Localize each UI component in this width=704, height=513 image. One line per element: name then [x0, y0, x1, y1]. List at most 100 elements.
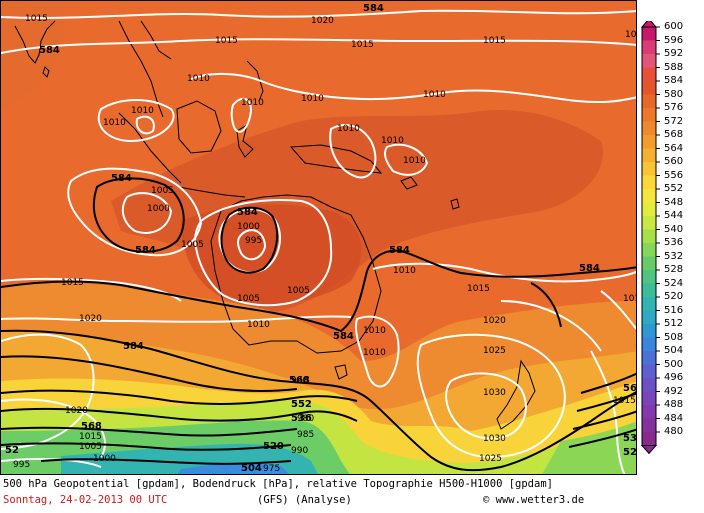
geopotential-label: 584 [111, 173, 132, 184]
legend-label: 560 [664, 156, 684, 167]
legend-label: 492 [664, 385, 684, 397]
legend-label: 484 [664, 412, 684, 424]
legend-label: 508 [664, 331, 684, 343]
legend-swatch [642, 189, 656, 203]
band-508 [177, 463, 289, 474]
legend-label: 488 [664, 399, 684, 410]
pressure-label: 1030 [483, 388, 506, 398]
band-536-east [542, 421, 636, 474]
legend-label: 592 [664, 48, 684, 59]
legend-label: 552 [664, 183, 684, 194]
legend-label: 512 [664, 318, 684, 329]
pressure-label: 990 [291, 376, 308, 386]
legend-swatch [642, 108, 656, 122]
legend-swatch [642, 175, 656, 189]
legend-swatch [642, 337, 656, 351]
pressure-label: 1015 [351, 40, 374, 50]
legend-swatch [642, 270, 656, 284]
legend-swatch [642, 378, 656, 392]
legend-label: 588 [664, 61, 684, 73]
pressure-label: 1005 [287, 286, 310, 296]
legend-swatch [642, 162, 656, 176]
pressure-label: 1005 [237, 294, 260, 304]
pressure-label: 1010 [381, 136, 404, 146]
color-legend: 600 596 592 588 584 580 576 572 568 564 560 556 552 5… [640, 21, 704, 461]
legend-label: 596 [664, 34, 684, 46]
pressure-label: 975 [263, 464, 280, 474]
legend-swatch [642, 216, 656, 230]
band-west [1, 1, 65, 111]
legend-label: 556 [664, 169, 684, 181]
pressure-label: 1010 [337, 124, 360, 134]
caption-model: (GFS) (Analyse) [257, 494, 352, 506]
geopotential-label: 52 [5, 445, 19, 456]
legend-label: 516 [664, 304, 684, 316]
geopotential-label: 584 [237, 207, 258, 218]
geopotential-label: 504 [241, 463, 262, 474]
caption-copyright: © www.wetter3.de [483, 494, 585, 506]
geopotential-contours [1, 177, 636, 472]
legend-swatch [642, 283, 656, 297]
pressure-label: 1015 [483, 36, 506, 46]
geopotential-label: 584 [135, 245, 156, 256]
pressure-label: 1010 [363, 326, 386, 336]
legend-swatch [642, 81, 656, 95]
pressure-label: 1020 [311, 16, 334, 26]
pressure-label: 1015 [467, 284, 490, 294]
legend-arrow-up [640, 21, 658, 28]
legend-border [641, 26, 657, 446]
pressure-label: 1000 [147, 204, 170, 214]
legend-swatch [642, 67, 656, 81]
legend-colorbar [640, 21, 660, 455]
geopotential-label: 52 [623, 447, 637, 458]
legend-label: 528 [664, 264, 684, 275]
legend-swatch [642, 135, 656, 149]
geopotential-labels: 584 584 584 584 584 584 584 584 584 568 … [5, 3, 637, 474]
map-caption: 500 hPa Geopotential [gpdam], Bodendruck… [3, 478, 637, 512]
pressure-label: 1000 [93, 454, 116, 464]
caption-title: 500 hPa Geopotential [gpdam], Bodendruck… [3, 478, 553, 490]
pressure-label: 1025 [479, 454, 502, 464]
legend-label: 564 [664, 142, 684, 154]
geopotential-label: 568 [81, 421, 102, 432]
geopotential-label: 584 [363, 3, 384, 14]
pressure-label: 1015 [25, 14, 48, 24]
geopotential-label: 584 [123, 341, 144, 352]
pressure-label: 1030 [483, 434, 506, 444]
legend-label: 496 [664, 372, 684, 383]
legend-swatch [642, 243, 656, 257]
pressure-label: 1010 [423, 90, 446, 100]
legend-label: 504 [664, 345, 684, 356]
pressure-label: 1010 [625, 30, 637, 40]
legend-label: 520 [664, 291, 684, 302]
legend-swatch [642, 405, 656, 419]
legend-label: 544 [664, 210, 684, 221]
legend-label: 532 [664, 250, 684, 262]
legend-swatch [642, 54, 656, 68]
pressure-label: 1010 [131, 106, 154, 116]
pressure-label: 1010 [363, 348, 386, 358]
map-canvas: 1015 1020 1015 1015 1015 1010 1010 1010 … [1, 1, 637, 474]
pressure-label: 1010 [393, 266, 416, 276]
geopotential-label: 584 [39, 45, 60, 56]
legend-label: 540 [664, 223, 684, 235]
pressure-label: 980 [297, 414, 314, 424]
pressure-label: 1010 [103, 118, 126, 128]
pressure-label: 1005 [151, 186, 174, 196]
legend-swatch [642, 40, 656, 54]
pressure-label: 1000 [237, 222, 260, 232]
legend-label: 524 [664, 277, 684, 289]
legend-swatch [642, 297, 656, 311]
legend-swatch [642, 391, 656, 405]
pressure-label: 1020 [65, 406, 88, 416]
geopotential-label: 536 [291, 413, 312, 424]
pressure-label: 1005 [79, 442, 102, 452]
legend-swatch [642, 148, 656, 162]
legend-arrow-down [640, 445, 658, 455]
legend-swatch [642, 418, 656, 432]
legend-swatch [642, 310, 656, 324]
legend-label: 548 [664, 196, 684, 208]
geopotential-label: 584 [333, 331, 354, 342]
pressure-label: 1015 [613, 396, 636, 406]
pressure-label: 1010 [301, 94, 324, 104]
